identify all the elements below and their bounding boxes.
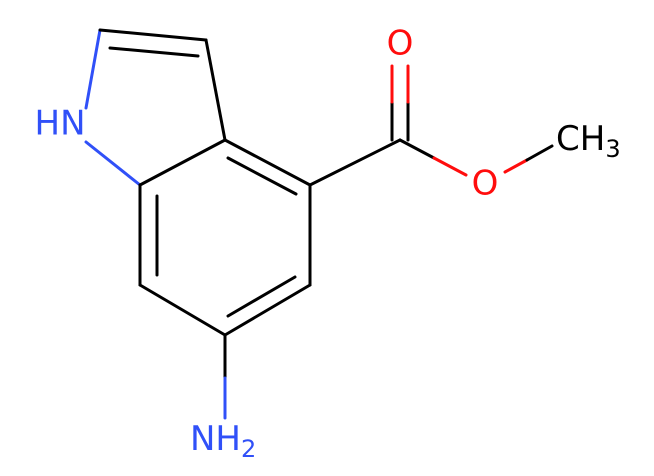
bond [398, 138, 436, 160]
bond [432, 156, 468, 177]
bond [108, 46, 200, 58]
bond [98, 28, 208, 42]
atom-label: O [472, 164, 499, 204]
atom-label: O [387, 24, 414, 64]
atom-label-subscript: 3 [605, 135, 620, 163]
bond [308, 138, 402, 187]
bond [226, 156, 298, 196]
atom-label-main: NH [190, 419, 241, 459]
atom-label-subscript: 2 [241, 435, 256, 463]
bond [525, 144, 554, 162]
bond [226, 275, 297, 318]
bond [223, 283, 312, 337]
atom-label: CH3 [556, 119, 621, 164]
bond [138, 138, 227, 187]
bond [84, 28, 102, 110]
bonds [84, 28, 554, 420]
atom-label: HN [35, 104, 86, 144]
atom-label: NH2 [190, 419, 256, 464]
bond [503, 158, 529, 174]
bond [204, 38, 227, 142]
atom-label-main: CH [556, 119, 605, 159]
bond [138, 283, 227, 337]
bond [84, 140, 142, 187]
bond [223, 138, 312, 187]
